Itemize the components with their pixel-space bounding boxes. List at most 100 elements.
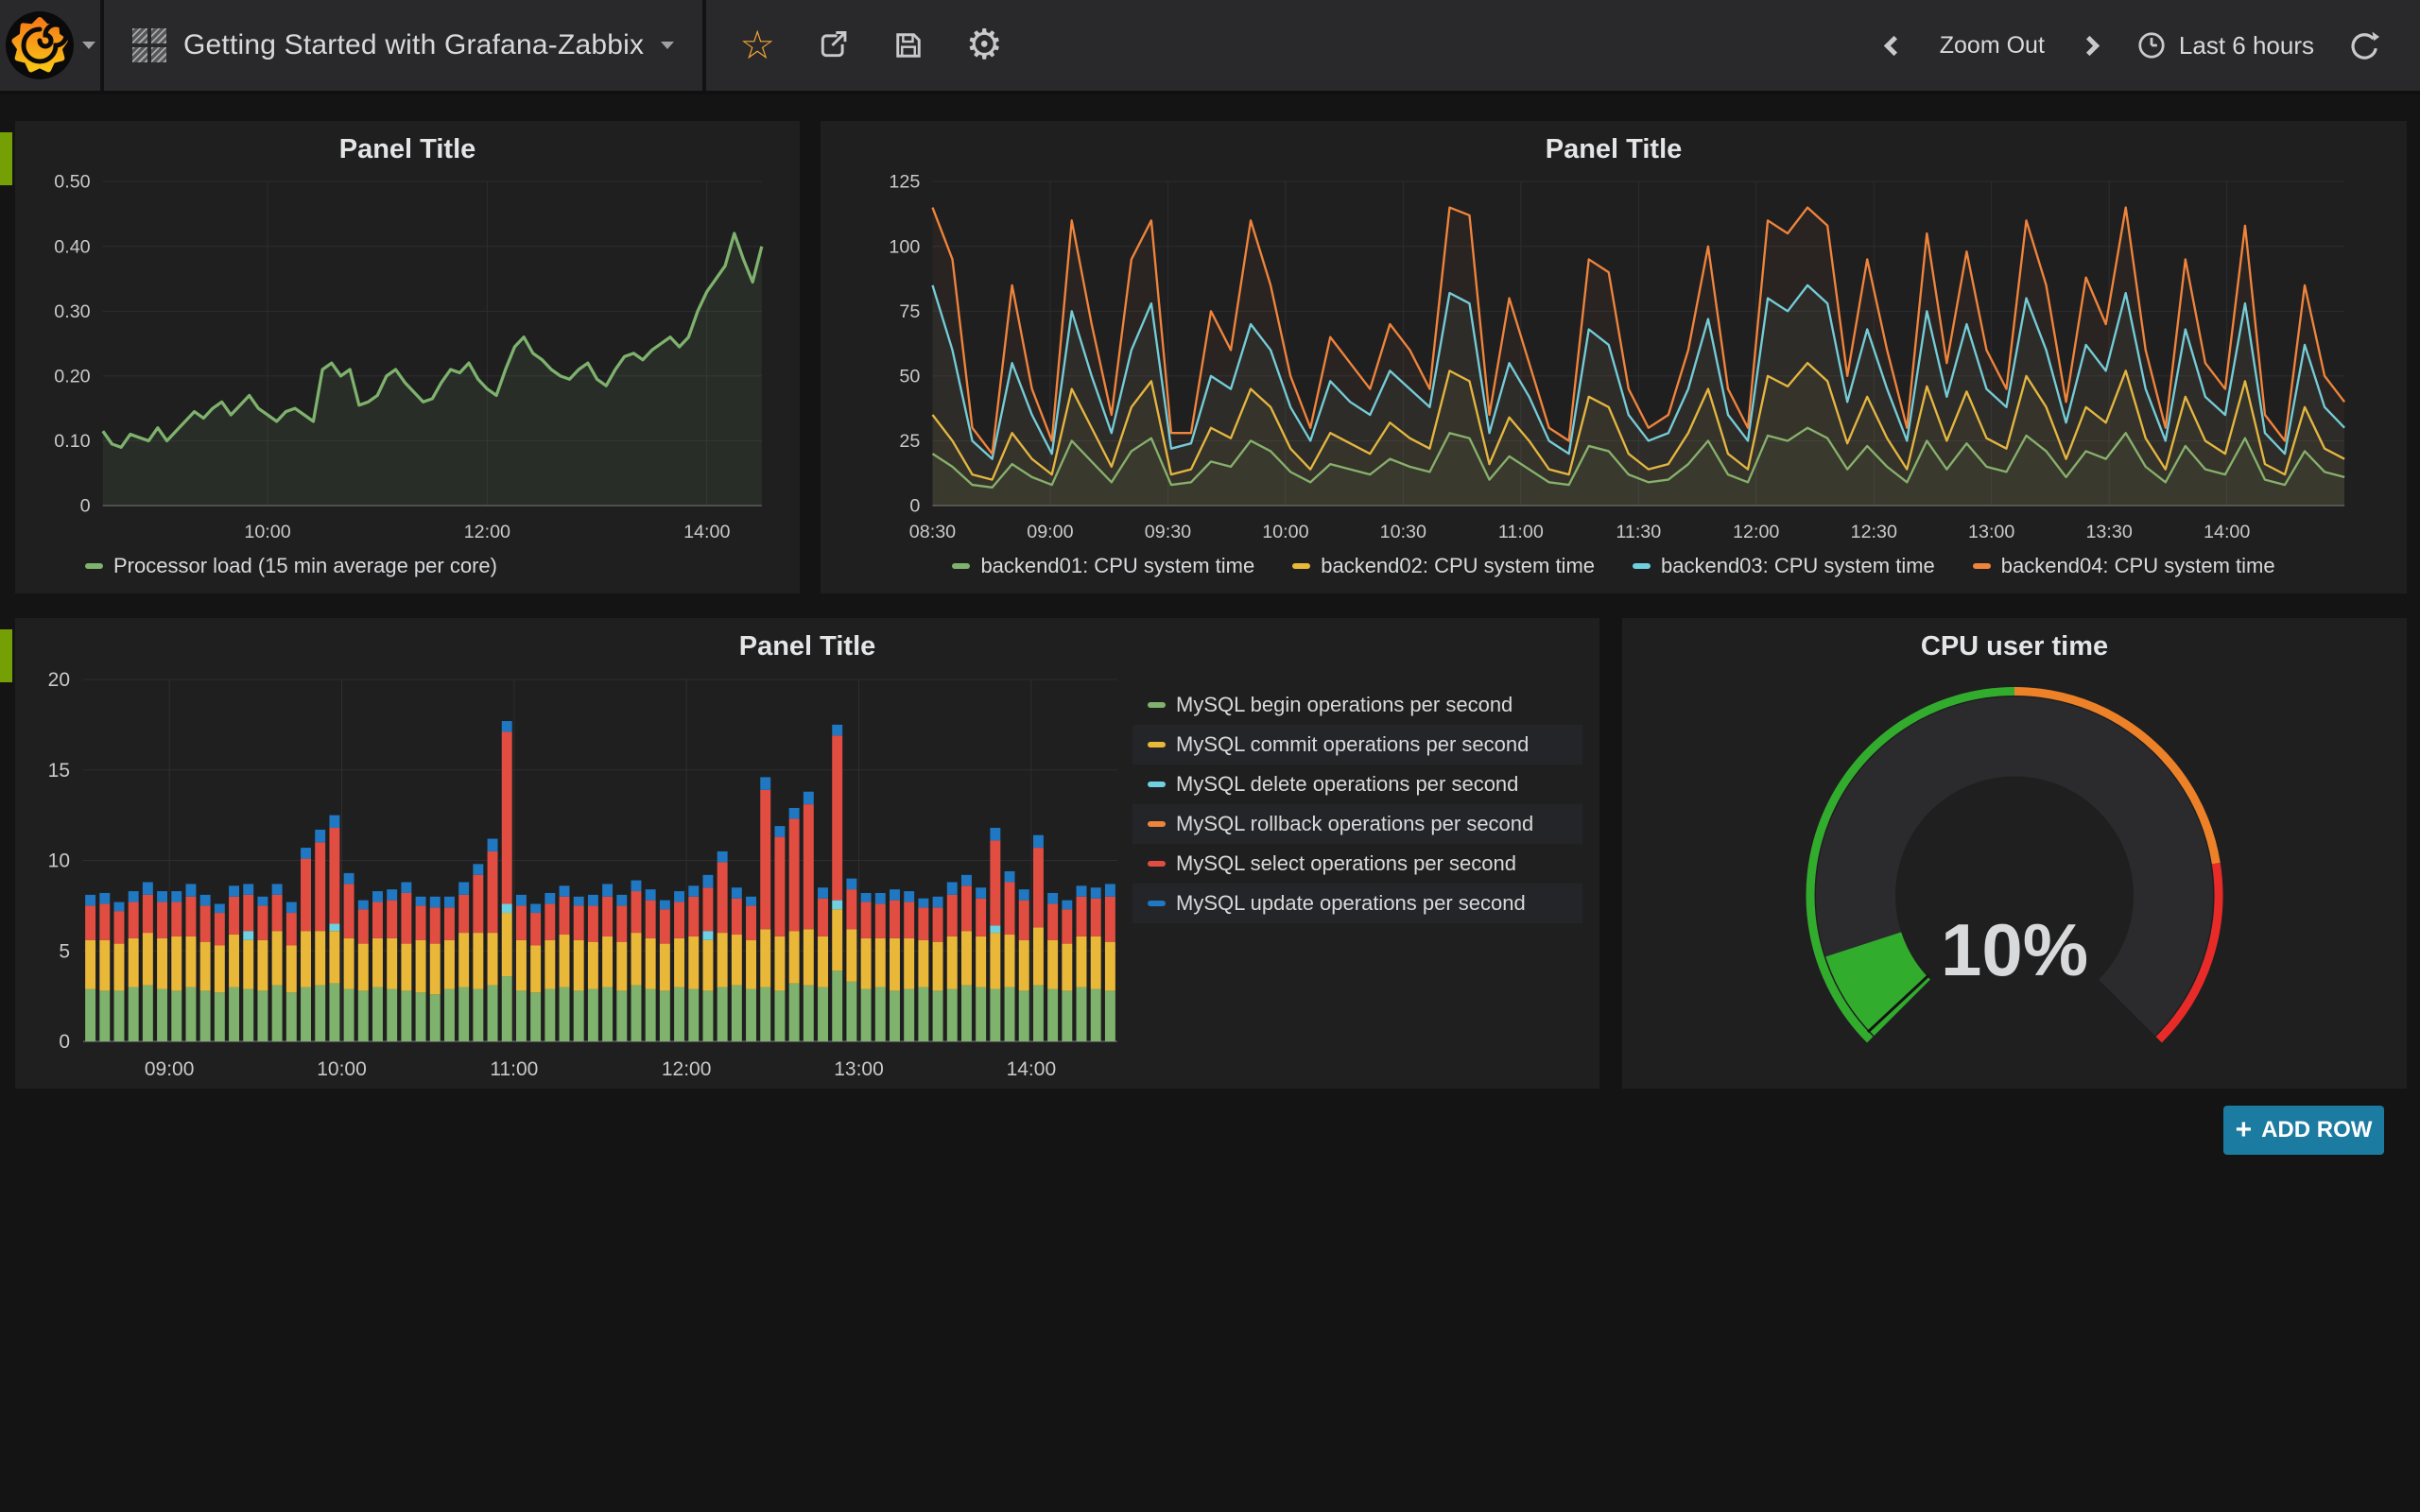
panel-cpu-system-time: Panel Title 0 25 50 75 100 125 08:30 09:00 09:30… <box>821 121 2407 593</box>
svg-text:0.50: 0.50 <box>54 172 90 193</box>
share-icon <box>821 31 847 58</box>
panel-title[interactable]: CPU user time <box>1920 631 2109 662</box>
legend-item[interactable]: MySQL rollback operations per second <box>1132 804 1582 844</box>
settings-button[interactable]: ⚙ <box>946 0 1022 93</box>
panel-title[interactable]: Panel Title <box>738 631 876 662</box>
panel-mysql-operations: Panel Title 0 5 10 15 20 09:00 10:00 11:00 12:00… <box>15 618 1599 1089</box>
svg-text:100: 100 <box>889 236 920 257</box>
svg-text:0.40: 0.40 <box>54 236 90 257</box>
panel-title[interactable]: Panel Title <box>1545 134 1683 164</box>
legend-color-marker <box>1148 702 1166 708</box>
navbar: Getting Started with Grafana-Zabbix ☆ ⚙ <box>0 0 2420 94</box>
panel-cpu-user-time: CPU user time 10% <box>1622 618 2407 1089</box>
save-button[interactable] <box>871 0 946 93</box>
svg-text:10:00: 10:00 <box>244 522 290 542</box>
chart-legend: backend01: CPU system time backend02: CPU… <box>821 550 2407 593</box>
legend-label: MySQL delete operations per second <box>1176 772 1519 796</box>
svg-text:08:30: 08:30 <box>909 522 956 542</box>
refresh-icon <box>2351 31 2379 60</box>
legend-color-marker <box>1148 782 1166 787</box>
legend-item[interactable]: backend04: CPU system time <box>1972 554 2275 578</box>
svg-text:12:30: 12:30 <box>1851 522 1897 542</box>
legend-item[interactable]: MySQL select operations per second <box>1132 844 1582 884</box>
svg-text:0.10: 0.10 <box>54 431 90 452</box>
legend-color-marker <box>1292 563 1311 569</box>
panel-title[interactable]: Panel Title <box>338 134 476 164</box>
legend-item[interactable]: Processor load (15 min average per core) <box>85 554 497 578</box>
dashboard-title-dropdown[interactable]: Getting Started with Grafana-Zabbix <box>104 0 707 91</box>
dashboard-actions: ☆ ⚙ <box>706 0 1022 93</box>
zoom-out-button[interactable]: Zoom Out <box>1927 23 2058 69</box>
svg-text:11:00: 11:00 <box>1498 522 1544 542</box>
svg-text:13:00: 13:00 <box>834 1058 884 1080</box>
cpu-system-time-chart[interactable]: 0 25 50 75 100 125 08:30 09:00 09:30 10:00 10:30 11… <box>821 169 2407 550</box>
svg-text:0: 0 <box>909 496 920 517</box>
legend-label: backend04: CPU system time <box>2000 554 2275 577</box>
svg-text:10: 10 <box>48 850 70 872</box>
legend-label: Processor load (15 min average per core) <box>113 554 497 577</box>
legend-item[interactable]: backend02: CPU system time <box>1292 554 1595 578</box>
svg-text:75: 75 <box>899 301 920 322</box>
dashboard-grid-icon <box>132 28 166 62</box>
chevron-right-icon <box>2080 35 2100 56</box>
legend-color-marker <box>1633 563 1651 569</box>
svg-text:0: 0 <box>80 496 91 517</box>
time-controls: Zoom Out Last 6 hours <box>1870 0 2420 93</box>
legend-color-marker <box>1148 861 1166 867</box>
caret-down-icon <box>661 42 675 49</box>
svg-text:09:30: 09:30 <box>1145 522 1191 542</box>
legend-label: backend01: CPU system time <box>980 554 1255 577</box>
mysql-operations-chart[interactable]: 0 5 10 15 20 09:00 10:00 11:00 12:00 13:00 14:00 <box>15 666 1132 1089</box>
svg-text:11:30: 11:30 <box>1616 522 1661 542</box>
legend-label: MySQL update operations per second <box>1176 891 1526 915</box>
clock-icon <box>2138 32 2165 59</box>
time-shift-back-button[interactable] <box>1870 0 1919 93</box>
legend-item[interactable]: MySQL begin operations per second <box>1132 685 1582 725</box>
star-icon: ☆ <box>739 23 776 67</box>
refresh-button[interactable] <box>2335 0 2392 93</box>
row-handle[interactable] <box>0 132 12 185</box>
legend-color-marker <box>1972 563 1991 569</box>
svg-text:0.20: 0.20 <box>54 366 90 387</box>
legend-item[interactable]: MySQL commit operations per second <box>1132 725 1582 765</box>
legend-label: MySQL rollback operations per second <box>1176 812 1534 835</box>
legend-item[interactable]: backend03: CPU system time <box>1633 554 1935 578</box>
legend-item[interactable]: backend01: CPU system time <box>952 554 1254 578</box>
svg-text:14:00: 14:00 <box>2204 522 2250 542</box>
legend-label: MySQL begin operations per second <box>1176 693 1513 716</box>
legend-color-marker <box>85 563 103 569</box>
svg-text:12:00: 12:00 <box>662 1058 712 1080</box>
svg-text:13:30: 13:30 <box>2085 522 2132 542</box>
row-handle[interactable] <box>0 629 12 682</box>
panel-processor-load: Panel Title 0 0.10 0.20 0.30 0.40 0.50 10:00 12… <box>15 121 800 593</box>
svg-text:14:00: 14:00 <box>1007 1058 1057 1080</box>
add-row-button[interactable]: + ADD ROW <box>2223 1106 2384 1155</box>
legend-label: backend03: CPU system time <box>1661 554 1935 577</box>
caret-down-icon <box>82 42 95 49</box>
legend-item[interactable]: MySQL delete operations per second <box>1132 765 1582 804</box>
time-shift-forward-button[interactable] <box>2066 0 2115 93</box>
svg-text:11:00: 11:00 <box>490 1058 538 1080</box>
processor-load-chart[interactable]: 0 0.10 0.20 0.30 0.40 0.50 10:00 12:00 14:00 <box>15 169 800 550</box>
grafana-menu-button[interactable] <box>0 0 104 91</box>
legend-label: MySQL commit operations per second <box>1176 732 1530 756</box>
chart-legend: Processor load (15 min average per core) <box>15 550 800 593</box>
share-button[interactable] <box>795 0 871 93</box>
svg-text:125: 125 <box>889 172 920 193</box>
legend-color-marker <box>1148 901 1166 906</box>
star-button[interactable]: ☆ <box>719 0 795 93</box>
svg-text:13:00: 13:00 <box>1968 522 2014 542</box>
time-range-label: Last 6 hours <box>2178 30 2314 60</box>
svg-text:15: 15 <box>48 760 70 782</box>
svg-text:10:00: 10:00 <box>317 1058 367 1080</box>
svg-text:10:00: 10:00 <box>1262 522 1308 542</box>
legend-color-marker <box>1148 742 1166 747</box>
svg-text:0: 0 <box>59 1031 70 1053</box>
time-range-button[interactable]: Last 6 hours <box>2122 20 2327 71</box>
cpu-user-time-gauge <box>1806 687 2223 1043</box>
chart-legend: MySQL begin operations per second MySQL c… <box>1132 685 1582 923</box>
grafana-logo-icon <box>6 11 74 79</box>
svg-text:5: 5 <box>59 940 70 962</box>
legend-color-marker <box>1148 821 1166 827</box>
legend-item[interactable]: MySQL update operations per second <box>1132 884 1582 923</box>
